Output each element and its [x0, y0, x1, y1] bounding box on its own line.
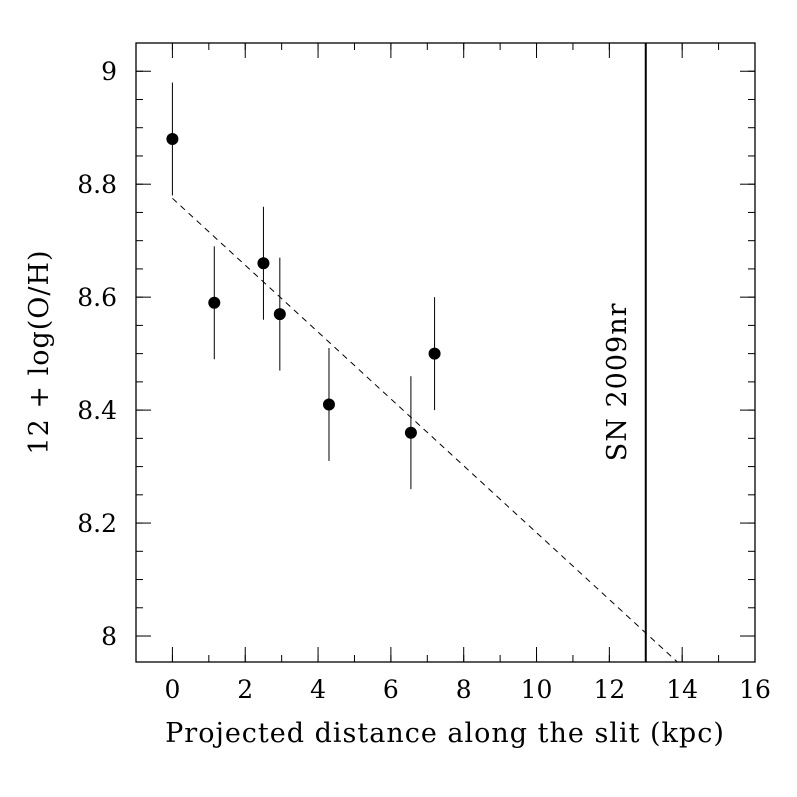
- y-tick-label: 8.2: [77, 509, 117, 538]
- data-points: [166, 82, 441, 490]
- y-tick-label: 8.8: [77, 170, 117, 199]
- data-point: [428, 347, 441, 360]
- y-tick-label: 8.4: [77, 396, 117, 425]
- x-axis-label: Projected distance along the slit (kpc): [165, 718, 725, 749]
- vertical-marker-layer: SN 2009nr: [602, 43, 647, 662]
- data-point: [404, 426, 417, 439]
- x-tick-label: 10: [521, 675, 553, 704]
- y-axis-label: 12 + log(O/H): [24, 249, 55, 454]
- x-tick-label: 8: [456, 675, 472, 704]
- data-point: [273, 308, 286, 321]
- x-tick-label: 4: [310, 675, 326, 704]
- data-point: [322, 398, 335, 411]
- y-tick-label: 8: [101, 622, 117, 651]
- x-tick-label: 16: [739, 675, 771, 704]
- x-tick-label: 2: [237, 675, 253, 704]
- data-point: [166, 133, 179, 146]
- y-tick-label: 8.6: [77, 283, 117, 312]
- data-point: [257, 257, 270, 270]
- data-point: [208, 296, 221, 309]
- x-tick-label: 14: [666, 675, 698, 704]
- axis-ticks: [135, 42, 756, 662]
- x-tick-label: 0: [164, 675, 180, 704]
- tick-labels: 0 2 4 6 8 10 12 14 16 8 8.2 8.4 8.6 8.8 9: [77, 57, 771, 704]
- sn-marker-label: SN 2009nr: [602, 303, 633, 462]
- x-tick-label: 6: [383, 675, 399, 704]
- plot-frame: [135, 42, 756, 663]
- x-tick-label: 12: [593, 675, 625, 704]
- y-tick-label: 9: [101, 57, 117, 86]
